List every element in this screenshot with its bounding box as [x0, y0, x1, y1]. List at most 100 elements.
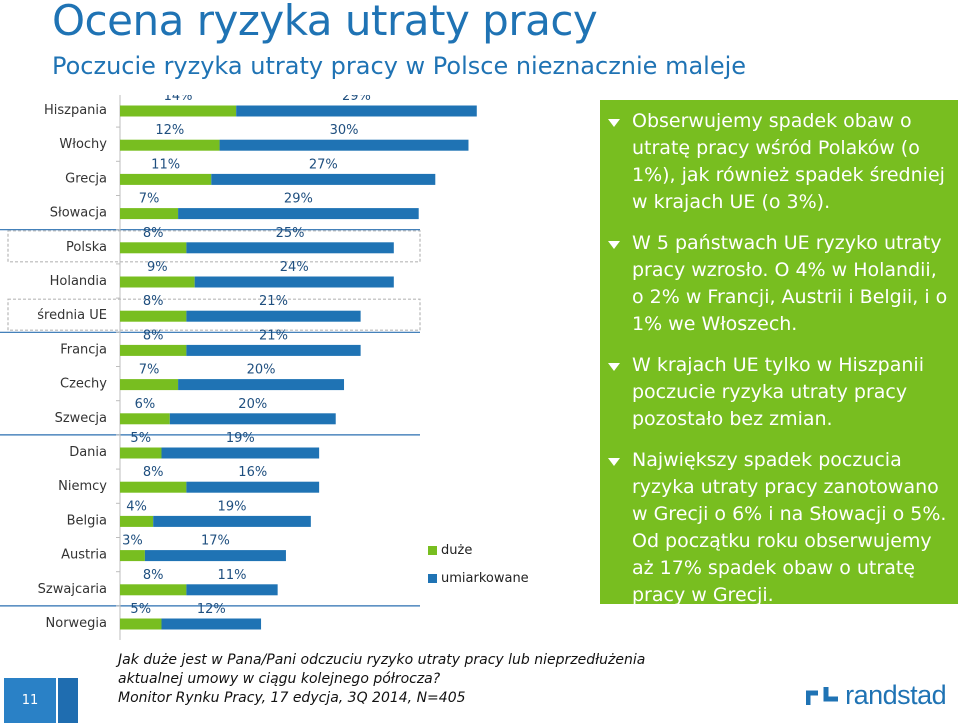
- data-label-umiarkowane: 25%: [276, 226, 305, 241]
- data-label-umiarkowane: 20%: [238, 397, 267, 412]
- bar-duze: [120, 481, 187, 493]
- category-label: Polska: [66, 240, 107, 255]
- bar-umiarkowane: [186, 344, 361, 356]
- data-label-umiarkowane: 19%: [218, 499, 247, 514]
- category-label: Grecja: [65, 171, 107, 186]
- data-label-umiarkowane: 21%: [259, 328, 288, 343]
- data-label-duze: 7%: [139, 192, 160, 207]
- source-line: Jak duże jest w Pana/Pani odczuciu ryzyk…: [118, 652, 646, 668]
- data-label-duze: 14%: [164, 95, 193, 104]
- triangle-bullet-icon: [608, 119, 620, 127]
- bullet-text: Największy spadek poczucia ryzyka utraty…: [632, 449, 947, 606]
- bar-duze: [120, 242, 187, 254]
- bar-duze: [120, 105, 237, 117]
- category-label: Włochy: [59, 137, 107, 152]
- data-label-duze: 5%: [130, 602, 151, 617]
- data-label-duze: 8%: [143, 568, 164, 583]
- category-label: Słowacja: [50, 206, 107, 221]
- data-label-umiarkowane: 11%: [218, 568, 247, 583]
- bar-duze: [120, 344, 187, 356]
- category-label: Szwecja: [55, 411, 107, 426]
- bar-umiarkowane: [186, 584, 278, 596]
- bar-duze: [120, 208, 179, 220]
- category-label: Francja: [60, 342, 107, 357]
- bar-umiarkowane: [219, 139, 469, 151]
- bar-umiarkowane: [186, 481, 320, 493]
- bar-duze: [120, 618, 162, 630]
- bar-umiarkowane: [186, 310, 361, 322]
- data-label-umiarkowane: 24%: [280, 260, 309, 275]
- category-label: Dania: [69, 445, 107, 460]
- bar-duze: [120, 379, 179, 391]
- legend-swatch-umiarkowane: [428, 574, 437, 583]
- page-number-accent: [58, 678, 78, 723]
- bar-umiarkowane: [186, 242, 394, 254]
- data-label-umiarkowane: 30%: [330, 123, 359, 138]
- bar-umiarkowane: [211, 173, 436, 185]
- category-label: Niemcy: [58, 479, 107, 494]
- bar-umiarkowane: [161, 618, 262, 630]
- bullet-text: W 5 państwach UE ryzyko utraty pracy wzr…: [632, 232, 948, 335]
- category-label: Szwajcaria: [38, 582, 107, 597]
- source-line: aktualnej umowy w ciągu kolejnego półroc…: [118, 671, 441, 687]
- data-label-duze: 4%: [126, 499, 147, 514]
- bar-umiarkowane: [161, 447, 320, 459]
- data-label-duze: 6%: [135, 397, 156, 412]
- randstad-logo: randstad: [806, 680, 947, 711]
- data-label-duze: 8%: [143, 328, 164, 343]
- data-label-umiarkowane: 27%: [309, 157, 338, 172]
- bar-duze: [120, 413, 170, 425]
- logo-text: randstad: [845, 680, 947, 710]
- data-label-duze: 7%: [139, 363, 160, 378]
- legend-swatch-duze: [428, 546, 437, 555]
- data-label-umiarkowane: 21%: [259, 294, 288, 309]
- legend-label-umiarkowane: umiarkowane: [441, 571, 529, 586]
- bullet-item: W 5 państwach UE ryzyko utraty pracy wzr…: [608, 230, 950, 338]
- bar-umiarkowane: [236, 105, 477, 117]
- bar-duze: [120, 173, 212, 185]
- data-label-umiarkowane: 19%: [226, 431, 255, 446]
- triangle-bullet-icon: [608, 363, 620, 371]
- data-label-umiarkowane: 29%: [284, 192, 313, 207]
- category-label: Hiszpania: [44, 103, 107, 118]
- bar-umiarkowane: [178, 208, 419, 220]
- bar-duze: [120, 139, 220, 151]
- data-label-duze: 11%: [151, 157, 180, 172]
- bullet-item: Obserwujemy spadek obaw o utratę pracy w…: [608, 108, 950, 216]
- page-subtitle: Poczucie ryzyka utraty pracy w Polsce ni…: [52, 52, 747, 80]
- bar-umiarkowane: [144, 550, 286, 562]
- bullet-text: Obserwujemy spadek obaw o utratę pracy w…: [632, 110, 945, 213]
- bar-duze: [120, 515, 154, 527]
- bar-umiarkowane: [169, 413, 336, 425]
- triangle-bullet-icon: [608, 241, 620, 249]
- highlight-box: [7, 298, 421, 331]
- bar-duze: [120, 447, 162, 459]
- data-label-duze: 3%: [122, 534, 143, 549]
- data-label-umiarkowane: 17%: [201, 534, 230, 549]
- category-label: średnia UE: [37, 308, 107, 323]
- bar-duze: [120, 310, 187, 322]
- bullet-text: W krajach UE tylko w Hiszpanii poczucie …: [632, 354, 924, 430]
- data-label-duze: 8%: [143, 465, 164, 480]
- data-label-duze: 8%: [143, 226, 164, 241]
- bar-chart: Hiszpania 14% 29% Włochy 12% 30% Grecja 11% 27% S…: [0, 95, 477, 640]
- data-label-umiarkowane: 20%: [247, 363, 276, 378]
- data-label-umiarkowane: 12%: [197, 602, 226, 617]
- page-number: 11: [4, 678, 56, 723]
- triangle-bullet-icon: [608, 458, 620, 466]
- page-title: Ocena ryzyka utraty pracy: [52, 0, 598, 45]
- category-label: Austria: [61, 548, 107, 563]
- data-label-duze: 9%: [147, 260, 168, 275]
- bar-umiarkowane: [153, 515, 311, 527]
- bar-duze: [120, 550, 145, 562]
- category-label: Holandia: [50, 274, 107, 289]
- bar-umiarkowane: [194, 276, 394, 288]
- category-label: Czechy: [60, 377, 107, 392]
- data-label-duze: 12%: [155, 123, 184, 138]
- legend-item-umiarkowane: umiarkowane: [428, 571, 529, 586]
- data-label-umiarkowane: 16%: [238, 465, 267, 480]
- legend-item-duze: duże: [428, 543, 472, 558]
- commentary-panel: Obserwujemy spadek obaw o utratę pracy w…: [600, 100, 958, 606]
- category-label: Norwegia: [46, 616, 107, 631]
- randstad-logo-icon: [806, 686, 838, 705]
